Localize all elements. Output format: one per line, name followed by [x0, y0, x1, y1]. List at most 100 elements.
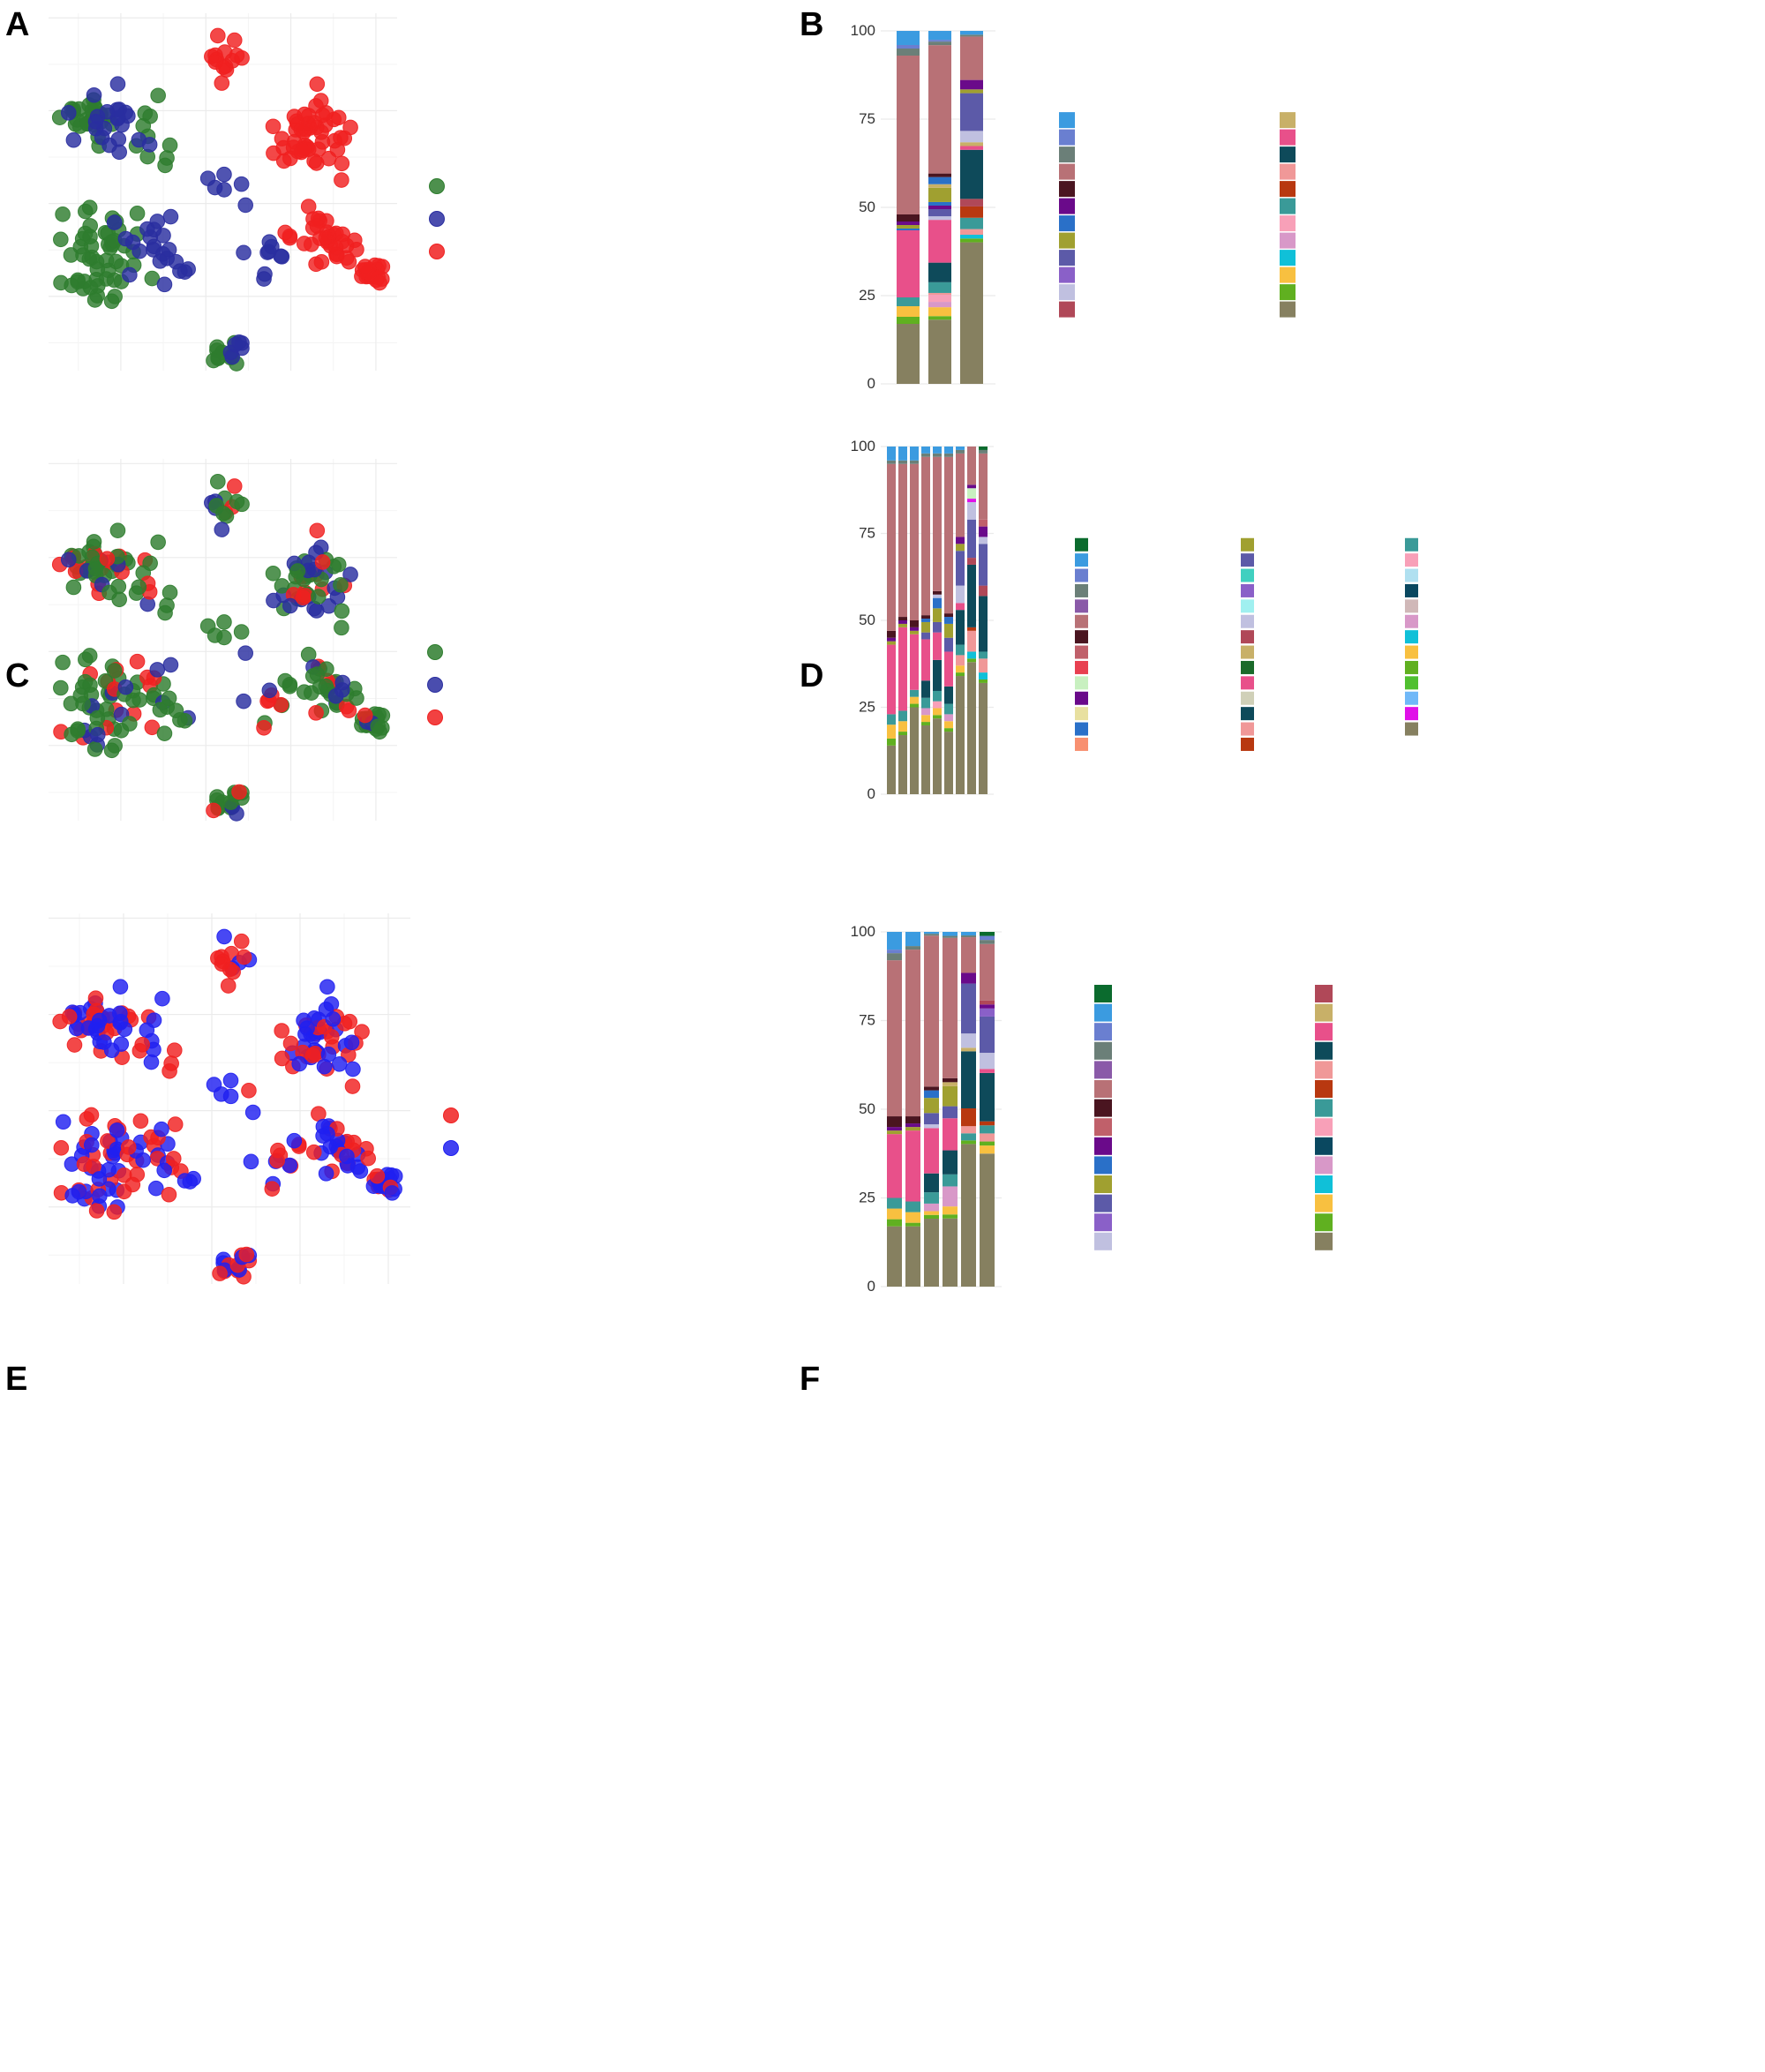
bar-segment	[887, 1116, 902, 1128]
bar-segment	[956, 665, 965, 673]
legend-swatch	[1075, 645, 1088, 659]
scatter-point	[237, 197, 254, 214]
bar-segment	[924, 1090, 939, 1099]
scatter-point	[146, 1012, 162, 1028]
legend-swatch	[1094, 1232, 1112, 1250]
bar-segment	[944, 721, 953, 729]
scatter-point	[76, 1156, 93, 1173]
bar-segment	[910, 689, 919, 697]
bar-segment	[980, 1153, 995, 1287]
bar-segment	[956, 551, 965, 586]
bar-segment	[887, 644, 896, 715]
legend-swatch	[1280, 146, 1296, 163]
scatter-point	[360, 1150, 377, 1167]
scatter-point	[319, 979, 335, 995]
bar-segment	[921, 453, 930, 457]
bar-segment	[910, 627, 919, 631]
scatter-point	[334, 226, 351, 243]
bar-segment	[924, 1203, 939, 1212]
legend-swatch	[1059, 198, 1075, 214]
bar-segment	[956, 585, 965, 604]
bar-segment	[887, 714, 896, 725]
bar-segment	[980, 940, 995, 944]
bar-segment	[897, 306, 920, 317]
scatter-point	[124, 1176, 141, 1193]
scatter-point	[334, 603, 350, 619]
bar-segment	[960, 199, 983, 206]
legend-swatch	[1059, 301, 1075, 318]
scatter-point	[372, 274, 387, 291]
bar-segment	[967, 499, 976, 503]
scatter-point	[207, 179, 223, 196]
legend-swatch	[1315, 1137, 1333, 1155]
scatter-point	[89, 278, 106, 294]
bar-segment	[910, 630, 919, 634]
bar-segment	[980, 1000, 995, 1005]
bar-segment	[967, 662, 976, 794]
scatter-point	[277, 224, 293, 241]
panel-label-f: F	[800, 1361, 820, 1398]
scatter-point	[109, 1122, 125, 1138]
bar-segment	[961, 972, 976, 984]
bar-segment	[944, 447, 953, 454]
panel-label-b: B	[800, 6, 823, 43]
bar-segment	[933, 718, 942, 794]
scatter-point	[150, 87, 166, 104]
bar-segment	[928, 40, 951, 42]
scatter-point	[236, 949, 252, 965]
legend-swatch	[1094, 1041, 1112, 1060]
bar-segment	[897, 225, 920, 229]
legend-swatch	[1405, 537, 1418, 552]
legend-swatch	[1280, 181, 1296, 198]
scatter-point	[220, 978, 237, 994]
scatter-point	[308, 705, 324, 721]
bar-segment	[897, 317, 920, 324]
legend-swatch	[1094, 1137, 1112, 1155]
bar-segment	[897, 31, 920, 45]
bar-segment	[979, 679, 988, 683]
bar-segment	[943, 1186, 958, 1207]
bar-segment	[921, 639, 930, 681]
bar-segment	[961, 1133, 976, 1141]
scatter-point	[131, 692, 147, 708]
scatter-point	[82, 677, 98, 694]
bar-segment	[933, 690, 942, 702]
scatter-point	[112, 979, 129, 995]
scatter-point	[216, 614, 232, 630]
scatter-point	[309, 666, 326, 682]
bar-segment	[980, 1016, 995, 1054]
y-tick-label: 100	[851, 22, 875, 39]
legend-swatch	[1315, 1099, 1333, 1117]
scatter-point	[99, 103, 116, 120]
scatter-point	[344, 1078, 361, 1094]
legend-swatch	[1094, 1118, 1112, 1137]
bar-segment	[980, 1125, 995, 1134]
bar-segment	[898, 447, 907, 461]
bar-segment	[967, 627, 976, 631]
bar-segment	[961, 1047, 976, 1052]
scatter-point	[274, 578, 290, 594]
legend-swatch	[1094, 1099, 1112, 1117]
bar-segment	[897, 324, 920, 384]
legend-swatch	[1059, 284, 1075, 301]
scatter-point	[87, 560, 104, 577]
scatter-point	[117, 679, 134, 695]
scatter-point	[161, 1186, 177, 1203]
scatter-point	[229, 47, 245, 64]
bar-segment	[961, 1144, 976, 1287]
bar-segment	[943, 1118, 958, 1151]
scatter-point	[86, 86, 102, 103]
bar-segment	[980, 932, 995, 936]
bar-segment	[910, 696, 919, 704]
legend-swatch	[1315, 1041, 1333, 1060]
scatter-point	[75, 247, 91, 263]
bar-segment	[924, 1214, 939, 1220]
scatter-point	[83, 1137, 100, 1153]
legend-swatch	[1075, 660, 1088, 674]
bar-segment	[897, 229, 920, 230]
scatter-point	[149, 662, 166, 678]
scatter-point	[345, 1061, 361, 1077]
scatter-point	[311, 141, 327, 157]
scatter-point	[274, 1050, 290, 1067]
